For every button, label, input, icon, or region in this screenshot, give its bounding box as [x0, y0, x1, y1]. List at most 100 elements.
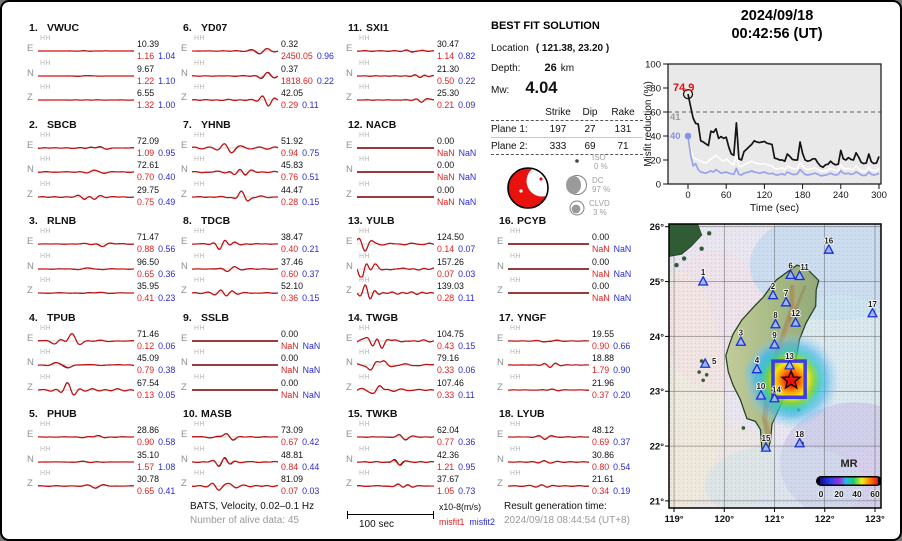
waveform-row-NACB-N: N HH 0.00 NaN NaN: [343, 156, 505, 183]
misfit1-value: 0.28: [437, 293, 455, 304]
channel-label: HH: [194, 470, 205, 478]
misfit1-value: NaN: [281, 365, 299, 376]
misfit1-value: 0.28: [281, 196, 299, 207]
component-label: N: [346, 67, 353, 79]
station-panel-LYUB: 18. LYUB E HH 48.12 0.69 0.37 N HH 30.86 0.80 0.54 Z…: [494, 408, 656, 496]
misfit2-value: 0.66: [613, 340, 631, 351]
station-marker-9: [769, 338, 780, 349]
channel-label: HH: [359, 373, 370, 381]
channel-label: HH: [40, 35, 51, 42]
waveform-row-TWKB-N: N HH 42.36 1.21 0.95: [343, 446, 505, 472]
waveform-row-PHUB-N: N HH 35.10 1.57 1.08: [24, 446, 186, 472]
misfit2-value: 0.15: [458, 340, 476, 351]
channel-label: HH: [40, 349, 51, 357]
misfit2-value: 0.15: [302, 293, 320, 304]
amplitude-value: 21.96: [592, 377, 615, 388]
waveform-plot: [192, 47, 278, 55]
station-header: 12. NACB: [348, 118, 397, 131]
misfit2-value: 0.75: [302, 147, 320, 158]
misfit2-value: 0.56: [158, 244, 176, 254]
component-label: E: [497, 332, 504, 344]
misfit-series-secondary-white: [687, 134, 880, 173]
misfit1-value: 0.77: [437, 437, 455, 447]
waveform-row-TDCB-N: N HH 37.46 0.60 0.37: [178, 253, 340, 279]
component-label: E: [27, 332, 34, 344]
station-panel-TDCB: 8. TDCB E HH 38.47 0.40 0.21 N HH 37.46 0.60 0.37 Z H…: [178, 215, 340, 303]
waveform-plot: [38, 332, 134, 345]
waveform-row-TWGB-Z: Z HH 107.46 0.33 0.11: [343, 373, 505, 400]
station-marker-3: [735, 335, 747, 346]
misfit2-value: 0.36: [158, 268, 176, 279]
misfit2-value: NaN: [458, 172, 477, 183]
waveform-row-MASB-Z: Z HH 81.09 0.07 0.03: [178, 470, 340, 496]
station-header: 14. TWGB: [348, 311, 399, 324]
waveform-plot: [508, 435, 589, 440]
station-panel-YNGF: 17. YNGF E HH 19.55 0.90 0.66 N HH 18.88 1.79 0.90 Z…: [494, 312, 656, 400]
waveform-plot: [192, 95, 278, 107]
waveform-row-YNGF-E: E HH 19.55 0.90 0.66: [494, 325, 656, 351]
amplitude-value: 18.88: [592, 353, 615, 364]
waveform-row-SSLB-E: E HH 0.00 NaN NaN: [178, 325, 340, 351]
misfit1-value: NaN: [437, 172, 455, 183]
amplitude-value: 6.55: [137, 88, 155, 99]
channel-label: HH: [359, 252, 370, 260]
misfit1-value: 0.88: [137, 244, 155, 254]
waveform-plot: [357, 237, 434, 252]
misfit2-value: 0.22: [316, 75, 334, 86]
best-fit-solution-panel: BEST FIT SOLUTION Location ( 121.38, 23.2…: [489, 18, 647, 217]
amplitude-value: 96.50: [137, 256, 160, 267]
component-label: N: [346, 357, 353, 369]
station-header: 2. SBCB: [29, 118, 77, 131]
station-marker-7: [780, 296, 792, 307]
waveform-row-NACB-E: E HH 0.00 NaN NaN: [343, 132, 505, 158]
station-header: 10. MASB: [183, 408, 232, 420]
amplitude-value: 0.00: [592, 256, 610, 267]
waveform-plot: [192, 482, 278, 492]
waveform-plot: [38, 434, 134, 439]
channel-label: HH: [359, 59, 370, 67]
station-number-label: 10: [756, 382, 765, 391]
misfit2-value: 0.05: [158, 389, 176, 400]
misfit1-value: NaN: [592, 244, 610, 254]
amplitude-value: 107.46: [437, 377, 464, 388]
component-label: N: [181, 357, 188, 369]
mw-label: Mw:: [491, 85, 510, 96]
station-header: 16. PCYB: [499, 215, 547, 227]
component-label: N: [27, 453, 34, 465]
station-number-label: 2: [771, 282, 776, 291]
alive-data-label: Number of alive data: 45: [190, 515, 299, 526]
waveform-plot: [38, 266, 134, 270]
svg-text:20: 20: [650, 156, 661, 167]
misfit1-value: 1.32: [137, 100, 155, 111]
component-label: E: [497, 236, 504, 247]
misfit1-value: 0.75: [137, 196, 155, 207]
station-marker-17: [866, 307, 878, 318]
svg-text:60: 60: [650, 108, 661, 119]
waveform-plot: [357, 336, 434, 349]
channel-label: HH: [194, 180, 205, 188]
station-panel-TWKB: 15. TWKB E HH 62.04 0.77 0.36 N HH 42.36 1.21 0.95 Z…: [343, 408, 505, 496]
component-label: Z: [27, 92, 33, 104]
waveform-row-MASB-E: E HH 73.09 0.67 0.42: [178, 421, 340, 447]
channel-label: HH: [359, 324, 370, 332]
station-number-label: 4: [755, 356, 760, 365]
station-panel-YD07: 6. YD07 E HH 0.32 2450.05 0.96 N HH 0.37 1818.60 0.…: [178, 22, 340, 110]
best-solution-marker: [682, 88, 694, 100]
misfit1-value: 1.57: [137, 461, 155, 472]
channel-label: HH: [510, 349, 521, 357]
channel-label: HH: [40, 373, 51, 381]
station-marker-5: [699, 357, 711, 368]
depth-value: 26: [544, 62, 557, 74]
result-time: 2024/09/18 08:44:54 (UT+8): [504, 515, 630, 526]
waveform-plot: [508, 267, 589, 270]
waveform-row-SBCB-Z: Z HH 29.75 0.75 0.49: [24, 181, 186, 207]
waveform-plot: [192, 168, 278, 176]
waveform-row-PHUB-E: E HH 28.86 0.90 0.58: [24, 421, 186, 447]
table-header-row: Strike Dip Rake: [491, 104, 643, 121]
waveform-row-LYUB-E: E HH 48.12 0.69 0.37: [494, 421, 656, 447]
scale-bar-label: 100 sec: [359, 519, 395, 530]
misfit1-value: 0.50: [437, 75, 455, 86]
waveform-plot: [192, 339, 278, 342]
waveform-plot: [38, 145, 134, 150]
